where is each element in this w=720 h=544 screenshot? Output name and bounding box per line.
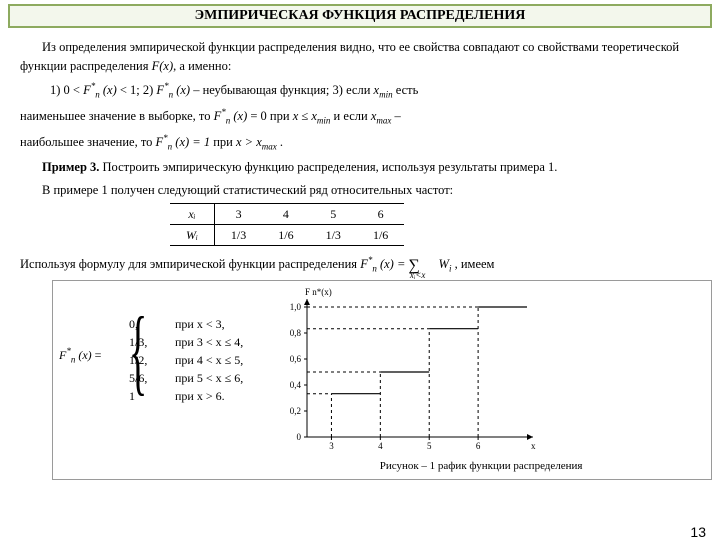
cell: 1/6 (357, 225, 404, 246)
l2b: = 0 при (250, 109, 292, 123)
l2a: наименьшее значение в выборке, то (20, 109, 214, 123)
svg-text:5: 5 (427, 441, 432, 451)
cell: 1/6 (262, 225, 309, 246)
svg-text:4: 4 (378, 441, 383, 451)
paragraph-1: Из определения эмпирической функции расп… (20, 38, 700, 76)
bottom-panel: F*n (x) = { 0,при x < 3, 1/3,при 3 < x ≤… (52, 280, 712, 480)
fnx3: F*n (x) (214, 109, 248, 123)
piecewise-definition: F*n (x) = { 0,при x < 3, 1/3,при 3 < x ≤… (59, 287, 243, 477)
xmin: xmin (374, 83, 393, 97)
brace-icon: { (129, 307, 147, 395)
p5a: Используя формулу для эмпирической функц… (20, 257, 360, 271)
svg-text:0,6: 0,6 (290, 354, 302, 364)
l2d: – (395, 109, 401, 123)
svg-text:0,4: 0,4 (290, 380, 302, 390)
chart-caption: Рисунок – 1 рафик функции распределения (257, 460, 705, 472)
l3b: при (213, 135, 236, 149)
line2: наименьшее значение в выборке, то F*n (x… (20, 106, 700, 128)
fnx1: F*n (x) (83, 83, 117, 97)
svg-text:1,0: 1,0 (290, 302, 302, 312)
svg-text:0,2: 0,2 (290, 406, 301, 416)
cell: Wᵢ (170, 225, 214, 246)
l1d: есть (396, 83, 419, 97)
cell: 1/3 (310, 225, 357, 246)
cdf-chart: 1,0 0,8 0,6 0,4 0,2 0 3 4 5 6 x F n*(x) (257, 287, 557, 457)
l1c: – неубывающая функция; 3) если (193, 83, 373, 97)
body: Из определения эмпирической функции расп… (0, 28, 720, 276)
piecewise-label: F*n (x) = (59, 345, 101, 367)
cell: 1/3 (214, 225, 262, 246)
example-text: Построить эмпирическую функцию распредел… (103, 160, 558, 174)
p1-text: Из определения эмпирической функции расп… (20, 40, 679, 73)
l1a: 1) 0 < (50, 83, 83, 97)
example-label: Пример 3. (42, 160, 99, 174)
svg-text:F n*(x): F n*(x) (305, 287, 332, 297)
cond1: x ≤ xmin (293, 109, 331, 123)
l1b: < 1; 2) (120, 83, 157, 97)
l3c: . (280, 135, 283, 149)
fnx2: F*n (x) (156, 83, 190, 97)
cell: 6 (357, 204, 404, 225)
p1b: , а именно: (173, 59, 231, 73)
chart-panel: 1,0 0,8 0,6 0,4 0,2 0 3 4 5 6 x F n*(x) Рисунок – 1… (257, 287, 705, 477)
p5b: , имеем (455, 257, 495, 271)
cell: 5 (310, 204, 357, 225)
properties-line: 1) 0 < F*n (x) < 1; 2) F*n (x) – неубыва… (50, 80, 700, 102)
p4: В примере 1 получен следующий статистиче… (20, 181, 700, 200)
table-row: xᵢ 3 4 5 6 (170, 204, 404, 225)
xmax: xmax (371, 109, 392, 123)
cond2: x > xmax (236, 135, 277, 149)
line3: наибольшее значение, то F*n (x) = 1 при … (20, 132, 700, 154)
page-number: 13 (690, 524, 706, 540)
cell: 3 (214, 204, 262, 225)
fx: F(x) (152, 59, 174, 73)
slide-title: ЭМПИРИЧЕСКАЯ ФУНКЦИЯ РАСПРЕДЕЛЕНИЯ (8, 4, 712, 28)
svg-text:0,8: 0,8 (290, 328, 302, 338)
cell: 4 (262, 204, 309, 225)
svg-text:3: 3 (329, 441, 334, 451)
cell: xᵢ (170, 204, 214, 225)
l3a: наибольшее значение, то (20, 135, 156, 149)
frequency-table: xᵢ 3 4 5 6 Wᵢ 1/3 1/6 1/3 1/6 (170, 203, 404, 246)
svg-text:x: x (531, 441, 536, 451)
svg-text:6: 6 (476, 441, 481, 451)
table-row: Wᵢ 1/3 1/6 1/3 1/6 (170, 225, 404, 246)
example: Пример 3. Построить эмпирическую функцию… (20, 158, 700, 177)
p5: Используя формулу для эмпирической функц… (20, 252, 700, 276)
fnx4: F*n (x) = 1 (156, 135, 211, 149)
formula: F*n (x) = ∑xᵢ<x Wi (360, 257, 451, 271)
svg-text:0: 0 (297, 432, 302, 442)
l2c: и если (334, 109, 371, 123)
